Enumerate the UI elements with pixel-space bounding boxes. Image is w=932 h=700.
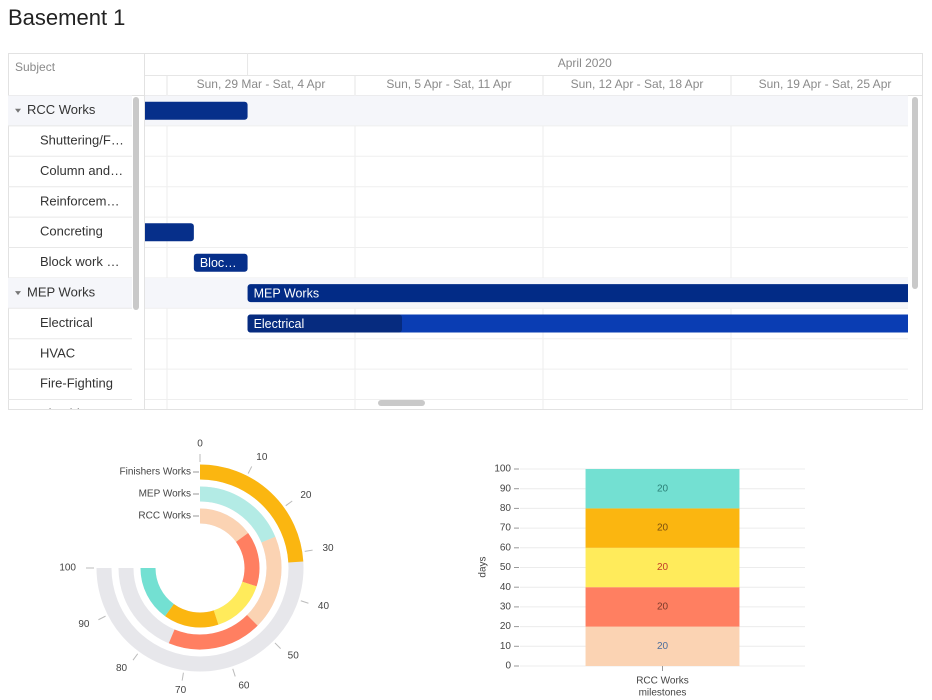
ring-segment xyxy=(199,508,249,543)
angular-tick-label: 100 xyxy=(59,563,76,574)
angular-tick-label: 20 xyxy=(300,490,312,501)
value-label: 20 xyxy=(657,641,669,652)
row-label[interactable]: Plumbing xyxy=(40,406,94,421)
ring-segment xyxy=(165,603,219,628)
ring-segment xyxy=(235,533,260,587)
y-tick-label: 70 xyxy=(500,523,512,534)
scrollbar[interactable] xyxy=(133,97,139,310)
angular-tick xyxy=(285,500,293,507)
bar-segment xyxy=(585,626,740,666)
task-bar[interactable] xyxy=(193,253,248,272)
y-tick-label: 30 xyxy=(500,602,512,613)
group-row-bg xyxy=(8,277,132,309)
scrollbar[interactable] xyxy=(912,97,918,289)
task-bar[interactable] xyxy=(247,314,919,333)
row-label[interactable]: MEP Works xyxy=(27,285,96,300)
collapse-arrow[interactable] xyxy=(15,108,21,113)
angular-tick xyxy=(132,653,139,661)
angular-tick xyxy=(247,466,253,474)
stacked-chart: 0 10 20 30 40 50 60 70 80 90 100 days 20 20 20 20 20 RCC … xyxy=(478,464,805,699)
angular-tick-label: 10 xyxy=(256,452,268,463)
y-tick-label: 80 xyxy=(500,503,512,514)
task-bar[interactable] xyxy=(247,284,919,303)
bar-segment xyxy=(585,587,740,627)
angular-tick-label: 60 xyxy=(238,681,250,692)
y-tick-label: 40 xyxy=(500,582,512,593)
collapse-arrow[interactable] xyxy=(15,291,21,296)
group-row-bg xyxy=(145,95,908,126)
week-label: Sun, 29 Mar - Sat, 4 Apr xyxy=(197,77,326,91)
group-row-bg xyxy=(8,95,132,126)
ring-label: RCC Works xyxy=(138,511,191,522)
task-bar-label: Bloc… xyxy=(200,256,237,270)
angular-tick-label: 0 xyxy=(197,439,203,450)
row-label[interactable]: HVAC xyxy=(40,345,75,360)
week-label: Sun, 5 Apr - Sat, 11 Apr xyxy=(386,77,511,91)
ring-segment xyxy=(199,486,276,543)
bar-segment xyxy=(585,547,740,588)
subject-header: Subject xyxy=(15,60,56,74)
ring-label: Finishers Works xyxy=(120,467,192,478)
page-title: Basement 1 xyxy=(8,5,125,30)
value-label: 20 xyxy=(657,562,669,573)
month-label: April 2020 xyxy=(558,56,612,70)
ring-segment xyxy=(213,581,257,625)
scrollbar[interactable] xyxy=(378,400,425,406)
angular-tick-label: 70 xyxy=(175,685,187,696)
ring-label: MEP Works xyxy=(139,489,191,500)
angular-tick xyxy=(300,600,309,604)
angular-tick-label: 40 xyxy=(318,601,330,612)
angular-tick-label: 90 xyxy=(78,619,90,630)
angular-tick xyxy=(181,672,184,681)
task-bar[interactable] xyxy=(140,223,194,242)
y-tick-label: 0 xyxy=(505,661,511,672)
x-tick-label: RCC Works xyxy=(636,676,689,687)
row-label[interactable]: Fire-Fighting xyxy=(40,376,113,391)
row-label[interactable]: Block work … xyxy=(40,254,119,269)
subject-panel: RCC Works Shuttering/F… Column and… Reinfor… xyxy=(8,95,132,421)
bar-segment xyxy=(585,469,740,509)
y-tick-label: 100 xyxy=(494,464,511,475)
angular-tick-label: 30 xyxy=(322,543,334,554)
row-label[interactable]: Electrical xyxy=(40,315,93,330)
task-bar-label: MEP Works xyxy=(254,286,320,300)
y-tick-label: 50 xyxy=(500,562,512,573)
task-bar-label: Electrical xyxy=(254,317,305,331)
value-label: 20 xyxy=(657,483,669,494)
task-progress xyxy=(247,314,402,333)
y-tick-label: 20 xyxy=(500,621,512,632)
value-label: 20 xyxy=(657,602,669,613)
week-label: Sun, 12 Apr - Sat, 18 Apr xyxy=(571,77,704,91)
bar-segment xyxy=(585,508,740,548)
y-tick-label: 90 xyxy=(500,483,512,494)
ring-segment xyxy=(246,536,282,626)
row-label[interactable]: RCC Works xyxy=(27,102,96,117)
week-label: Sun, 19 Apr - Sat, 25 Apr xyxy=(759,77,892,91)
ring-segment xyxy=(168,614,258,650)
angular-tick-label: 50 xyxy=(288,650,300,661)
angular-tick xyxy=(98,615,106,621)
x-axis-title: milestones xyxy=(639,688,687,699)
y-tick-label: 10 xyxy=(500,641,512,652)
ring-segment xyxy=(199,464,304,563)
ring-segment xyxy=(140,567,175,617)
angular-tick xyxy=(274,642,281,649)
task-bar[interactable] xyxy=(140,101,248,120)
row-label[interactable]: Concreting xyxy=(40,224,103,239)
angular-tick xyxy=(232,668,236,677)
angular-tick xyxy=(304,549,313,552)
row-label[interactable]: Reinforcem… xyxy=(40,193,119,208)
row-label[interactable]: Column and… xyxy=(40,163,123,178)
y-tick-label: 60 xyxy=(500,542,512,553)
row-label[interactable]: Shuttering/F… xyxy=(40,133,124,148)
value-label: 20 xyxy=(657,523,669,534)
angular-tick-label: 80 xyxy=(116,663,128,674)
radial-chart: 0 10 20 30 40 50 60 70 80 90 100 Finishers Works MEP… xyxy=(59,439,334,696)
y-axis-title: days xyxy=(478,556,489,577)
timeline-body: Bloc… MEP Works Electrical xyxy=(140,95,919,409)
